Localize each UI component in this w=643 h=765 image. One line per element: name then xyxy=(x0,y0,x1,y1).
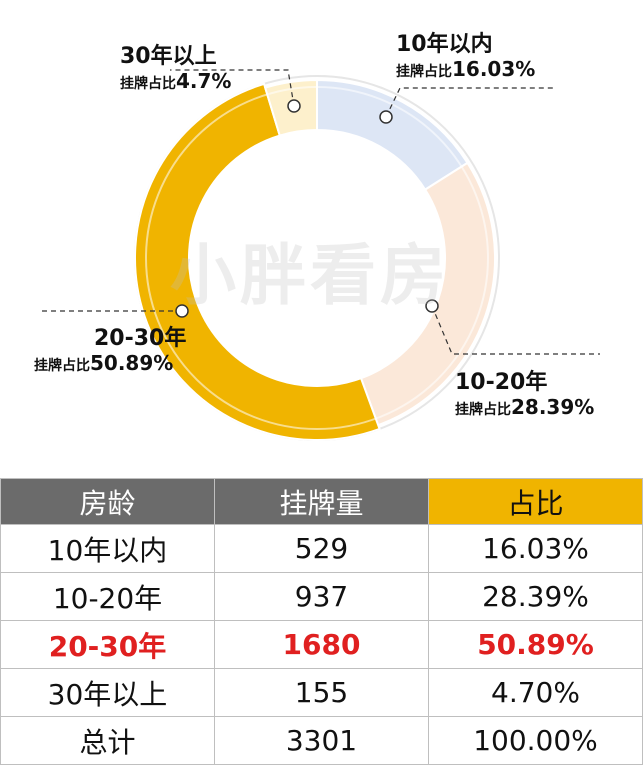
leader-dot-30-years-plus xyxy=(287,99,301,113)
cell-age: 总计 xyxy=(0,716,215,765)
cell-age: 30年以上 xyxy=(0,668,215,717)
leader-line-10-years-or-less xyxy=(385,87,555,118)
cell-count: 155 xyxy=(214,668,429,717)
slice-label-10-20-years: 10-20年 xyxy=(455,370,548,395)
table-row: 10-20年 937 28.39% xyxy=(0,572,643,621)
table-row-highlighted: 20-30年 1680 50.89% xyxy=(0,620,643,669)
cell-age: 10年以内 xyxy=(0,524,215,573)
cell-count: 529 xyxy=(214,524,429,573)
slice-share-30-years-plus: 挂牌占比4.7% xyxy=(120,69,232,93)
table-row: 30年以上 155 4.70% xyxy=(0,668,643,717)
donut-chart xyxy=(40,69,600,441)
cell-share: 28.39% xyxy=(428,572,643,621)
slice-share-20-30-years: 挂牌占比50.89% xyxy=(34,351,174,375)
table-row: 10年以内 529 16.03% xyxy=(0,524,643,573)
donut-slice-20-30-years xyxy=(134,82,381,441)
table-header-row: 房龄 挂牌量 占比 xyxy=(0,478,643,525)
donut-slice-10-years-or-less xyxy=(316,78,469,191)
header-listing-count: 挂牌量 xyxy=(214,478,429,525)
donut-inner-ring-line xyxy=(145,86,489,430)
data-table: 房龄 挂牌量 占比 10年以内 529 16.03% 10-20年 937 28… xyxy=(0,478,643,765)
callout-30-years-plus: 30年以上 挂牌占比4.7% xyxy=(120,44,231,95)
cell-count: 1680 xyxy=(214,620,429,669)
leader-dot-20-30-years xyxy=(175,304,189,318)
slice-label-10-years-or-less: 10年以内 xyxy=(396,32,493,57)
cell-count: 3301 xyxy=(214,716,429,765)
cell-count: 937 xyxy=(214,572,429,621)
header-share: 占比 xyxy=(428,478,643,525)
slice-share-10-20-years: 挂牌占比28.39% xyxy=(455,395,595,419)
cell-share: 16.03% xyxy=(428,524,643,573)
leader-line-30-years-plus xyxy=(170,69,295,107)
leader-dot-10-20-years xyxy=(425,299,439,313)
cell-share: 4.70% xyxy=(428,668,643,717)
header-house-age: 房龄 xyxy=(0,478,215,525)
table-row-total: 总计 3301 100.00% xyxy=(0,716,643,765)
slice-share-10-years-or-less: 挂牌占比16.03% xyxy=(396,57,536,81)
slice-label-20-30-years: 20-30年 xyxy=(94,326,187,351)
cell-share: 50.89% xyxy=(428,620,643,669)
donut-chart-panel: 小胖看房 10年以内 挂牌占比16.03% 30年以上 挂牌占比4.7% 20-… xyxy=(34,32,600,441)
cell-age: 10-20年 xyxy=(0,572,215,621)
watermark-text: 小胖看房 xyxy=(170,237,450,314)
cell-age: 20-30年 xyxy=(0,620,215,669)
cell-share: 100.00% xyxy=(428,716,643,765)
callout-10-20-years: 10-20年 挂牌占比28.39% xyxy=(455,370,594,421)
leader-dot-10-years-or-less xyxy=(379,110,393,124)
slice-label-30-years-plus: 30年以上 xyxy=(120,44,217,69)
callout-10-years-or-less: 10年以内 挂牌占比16.03% xyxy=(396,32,535,83)
callout-20-30-years: 20-30年 挂牌占比50.89% xyxy=(34,326,186,377)
